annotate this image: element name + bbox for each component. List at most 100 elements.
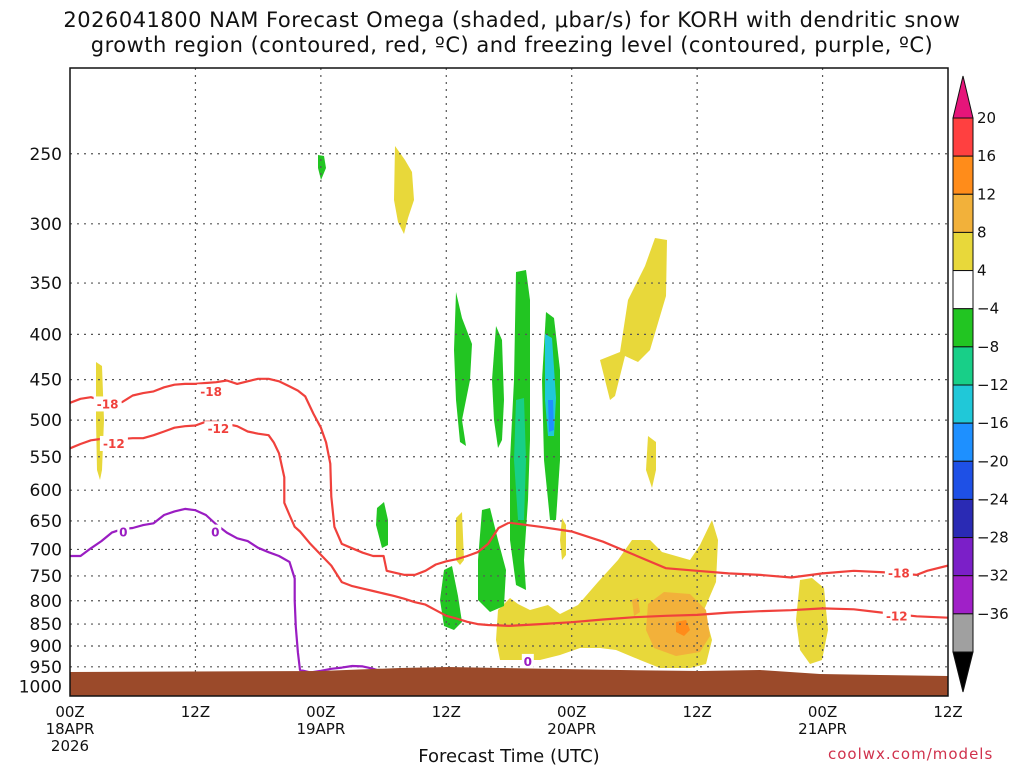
y-axis: 2503003504004505005506006507007508008509… xyxy=(19,145,62,698)
y-tick-label: 700 xyxy=(30,540,62,560)
colorbar-segment xyxy=(952,460,974,500)
y-tick-label: 950 xyxy=(30,658,62,678)
colorbar-label: 20 xyxy=(977,109,996,127)
contour-label-bg xyxy=(884,565,913,581)
colorbar-label: 12 xyxy=(977,185,996,203)
contour-label: 0 xyxy=(524,655,532,669)
y-tick-label: 350 xyxy=(30,274,62,294)
contour-label: 0 xyxy=(211,526,219,540)
colorbar-segment xyxy=(952,613,974,653)
omega-blob-blue xyxy=(548,400,554,432)
colorbar-label: −16 xyxy=(977,414,1009,432)
y-tick-label: 400 xyxy=(30,325,62,345)
colorbar-segment xyxy=(952,193,974,233)
y-tick-label: 750 xyxy=(30,567,62,587)
contour-label-bg xyxy=(209,524,222,540)
colorbar-segment xyxy=(952,270,974,310)
contour-label-bg xyxy=(117,524,130,540)
omega-blob-yellow xyxy=(456,512,464,565)
y-tick-label: 800 xyxy=(30,592,62,612)
colorbar-segment xyxy=(952,308,974,348)
colorbar-segment xyxy=(952,498,974,539)
chart-title-line-2: growth region (contoured, red, ºC) and f… xyxy=(90,33,934,57)
colorbar-segment xyxy=(952,346,974,386)
omega-blob-orange xyxy=(632,598,640,616)
contour-label-bg xyxy=(197,384,226,400)
x-tick-label: 20APR xyxy=(547,720,596,738)
colorbar-label: 16 xyxy=(977,147,996,165)
colorbar-label: −20 xyxy=(977,452,1009,470)
colorbar-label: −4 xyxy=(977,300,999,318)
omega-blob-white xyxy=(608,460,626,500)
x-tick-label: 21APR xyxy=(798,720,847,738)
y-tick-label: 1000 xyxy=(19,678,62,698)
x-axis-label: Forecast Time (UTC) xyxy=(418,746,599,767)
y-tick-label: 900 xyxy=(30,637,62,657)
dgz-east-contour-12 xyxy=(508,607,948,627)
omega-blob-green xyxy=(318,155,326,180)
omega-blob-green xyxy=(454,292,472,446)
colorbar-label: −36 xyxy=(977,605,1009,623)
y-tick-label: 550 xyxy=(30,448,62,468)
colorbar-segment xyxy=(952,231,974,272)
dgz-east-contour-18 xyxy=(508,521,948,579)
colorbar-label: 8 xyxy=(977,223,987,241)
colorbar-label: −32 xyxy=(977,567,1009,585)
contour-label: -18 xyxy=(200,385,222,399)
ground-terrain xyxy=(70,667,948,696)
x-tick-label: 00Z xyxy=(557,703,586,721)
omega-blob-green xyxy=(440,566,462,630)
omega-blob-green xyxy=(376,502,388,548)
omega-blob-yellow xyxy=(646,436,656,488)
colorbar-bottom-arrow xyxy=(952,651,974,693)
y-tick-label: 650 xyxy=(30,512,62,532)
omega-blob-yellow xyxy=(394,146,414,234)
colorbar-segment xyxy=(952,537,974,577)
x-tick-label: 12Z xyxy=(432,703,461,721)
y-tick-label: 500 xyxy=(30,411,62,431)
x-tick-label: 12Z xyxy=(682,703,711,721)
x-tick-label: 19APR xyxy=(296,720,345,738)
y-tick-label: 250 xyxy=(30,145,62,165)
omega-blob-yellow xyxy=(600,238,667,400)
contour-label: -18 xyxy=(97,397,119,411)
colorbar-label: −8 xyxy=(977,338,999,356)
x-tick-label: 12Z xyxy=(181,703,210,721)
contour-label: -18 xyxy=(888,566,910,580)
colorbar-label: −28 xyxy=(977,529,1009,547)
x-tick-label: 00Z xyxy=(808,703,837,721)
plot-frame xyxy=(69,67,949,697)
x-tick-label: 00Z xyxy=(306,703,335,721)
contour-label-bg xyxy=(93,396,122,412)
contour-label-bg xyxy=(99,435,128,451)
contour-label-bg xyxy=(521,653,534,669)
dgz_top-contour xyxy=(70,377,510,576)
y-tick-label: 300 xyxy=(30,215,62,235)
y-tick-label: 850 xyxy=(30,615,62,635)
colorbar-label: −12 xyxy=(977,376,1009,394)
omega-blob-green xyxy=(492,326,504,448)
colorbar-segment xyxy=(952,117,974,157)
colorbar-top-arrow xyxy=(952,75,974,119)
colorbar-segment xyxy=(952,422,974,462)
colorbar-segment xyxy=(952,384,974,424)
omega-blob-green xyxy=(478,508,506,612)
credit-text: coolwx.com/models xyxy=(828,745,993,763)
contour-label: 0 xyxy=(119,526,127,540)
chart-title-line-1: 2026041800 NAM Forecast Omega (shaded, μ… xyxy=(63,8,961,32)
y-tick-label: 600 xyxy=(30,481,62,501)
colorbar-segment xyxy=(952,575,974,615)
omega-blob-yellow xyxy=(796,578,828,664)
omega-blob-teal xyxy=(514,398,526,520)
contour-label: -12 xyxy=(886,609,908,623)
contour-label: -12 xyxy=(103,437,125,451)
omega-blob-yellow xyxy=(560,518,566,560)
omega-colorbar: 20 16 12 8 4 −4 −8 −12 −16 −20 −24 −28 −32 −36 xyxy=(952,75,1009,693)
colorbar-label: 4 xyxy=(977,262,987,280)
x-tick-label: 00Z xyxy=(55,703,84,721)
contour-label: -12 xyxy=(208,422,230,436)
colorbar-label: −24 xyxy=(977,490,1009,508)
colorbar-segment xyxy=(952,155,974,195)
contour-labels: -18 -12 -18 -12 -18 -12 0 0 0 xyxy=(93,384,913,669)
